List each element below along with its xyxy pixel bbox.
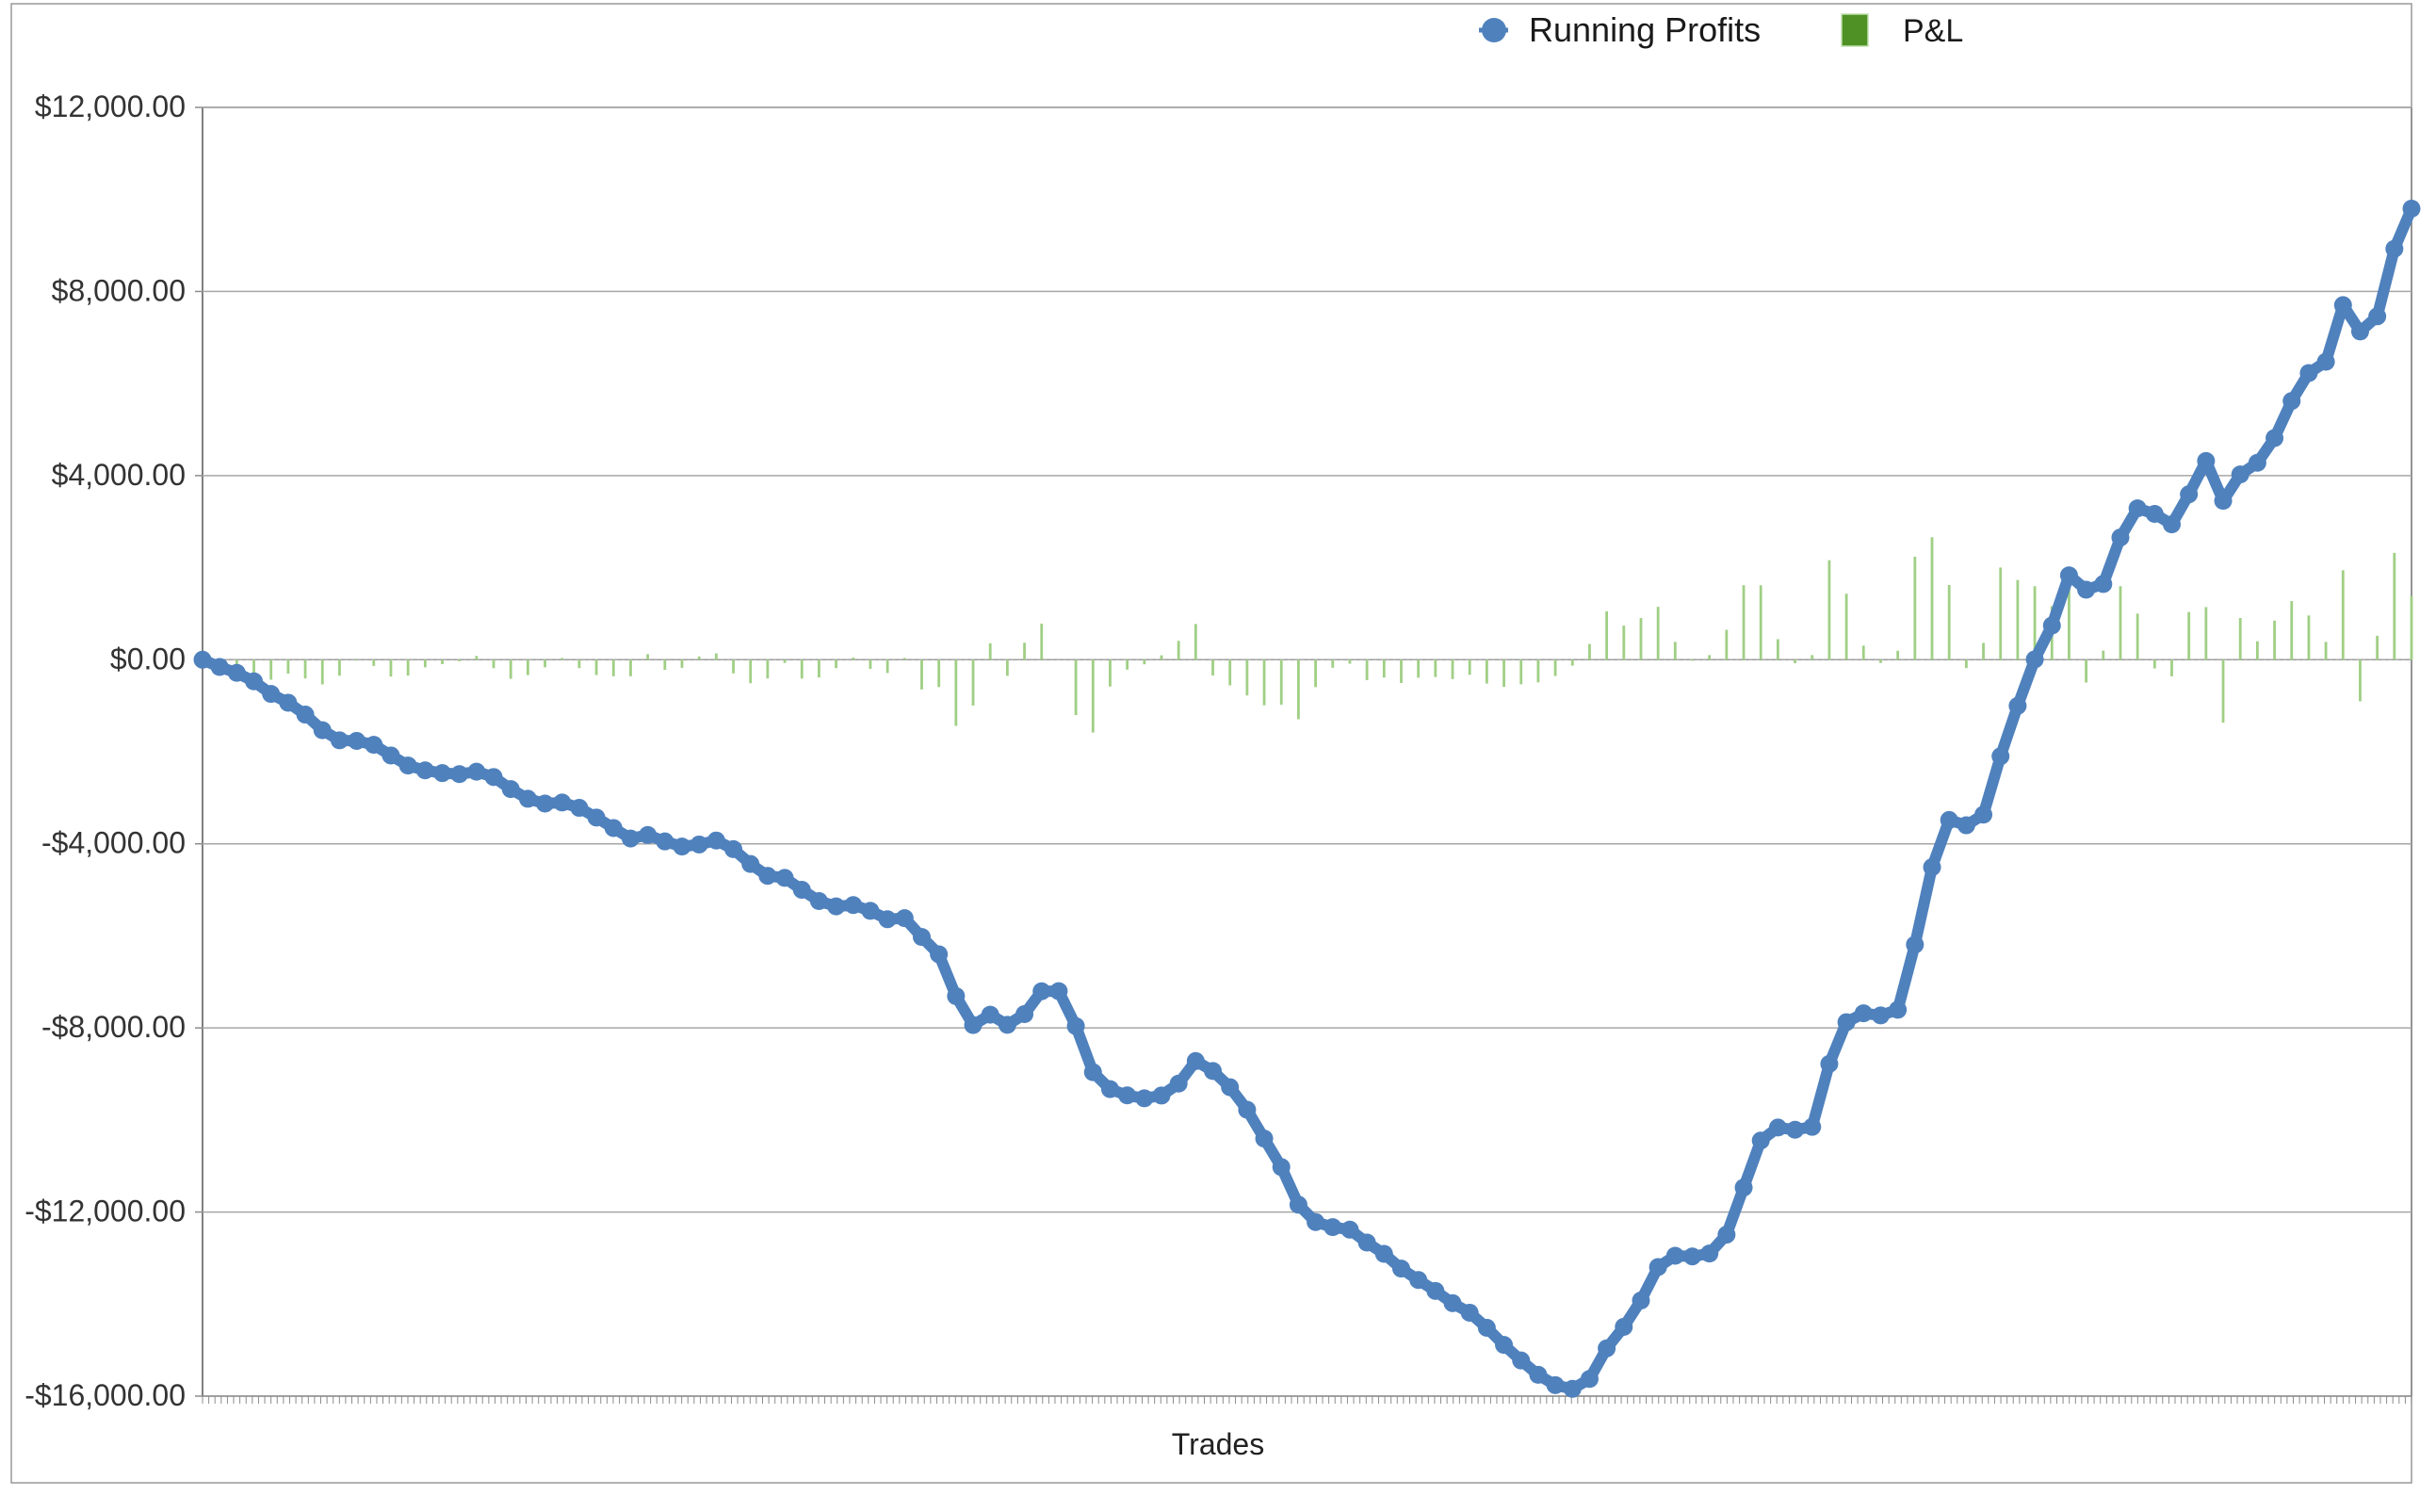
- svg-text:-$8,000.00: -$8,000.00: [41, 1010, 186, 1044]
- svg-text:Running Profits: Running Profits: [1529, 10, 1761, 49]
- svg-text:-$16,000.00: -$16,000.00: [24, 1378, 186, 1412]
- svg-text:-$12,000.00: -$12,000.00: [24, 1195, 186, 1228]
- svg-text:P&L: P&L: [1903, 13, 1963, 49]
- svg-text:$4,000.00: $4,000.00: [52, 458, 186, 492]
- svg-text:-$4,000.00: -$4,000.00: [41, 826, 186, 860]
- svg-text:$0.00: $0.00: [110, 642, 186, 675]
- svg-text:$8,000.00: $8,000.00: [52, 273, 186, 307]
- svg-text:$12,000.00: $12,000.00: [35, 89, 186, 123]
